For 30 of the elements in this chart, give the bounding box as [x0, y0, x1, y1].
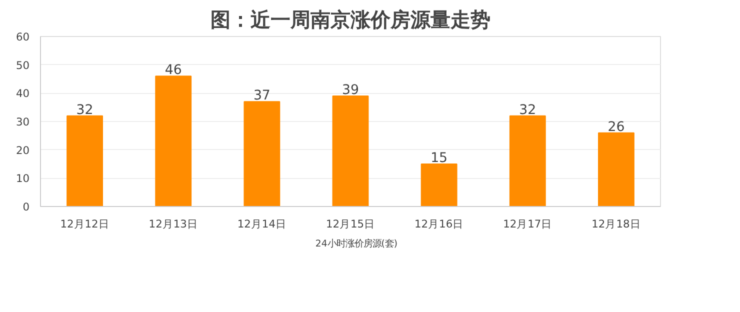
x-tick-label: 12月12日	[60, 218, 110, 230]
text: 24小时涨价房源(套)	[315, 238, 398, 250]
x-tick-label: 12月15日	[326, 218, 376, 230]
y-tick-label: 20	[16, 144, 30, 157]
x-tick-label: 12月18日	[592, 218, 641, 230]
data-label: 32	[76, 102, 94, 118]
bar	[420, 164, 458, 206]
y-tick-label: 10	[16, 172, 30, 186]
x-tick-label: 12月14日	[237, 218, 286, 230]
x-tick-label: 12月17日	[503, 218, 552, 230]
data-label: 26	[608, 120, 625, 135]
y-tick-label: 40	[16, 87, 30, 100]
bar	[66, 115, 103, 206]
y-tick-label: 60	[16, 30, 30, 44]
data-label: 39	[342, 83, 359, 98]
bar	[598, 132, 634, 206]
bar	[244, 101, 280, 206]
x-tick-label: 12月16日	[414, 218, 464, 230]
x-tick-label: 12月13日	[148, 218, 198, 230]
data-label: 15	[430, 151, 448, 166]
data-label: 46	[164, 63, 182, 78]
bar	[332, 96, 369, 206]
y-tick-label: 50	[16, 58, 30, 72]
data-label: 32	[519, 102, 536, 118]
y-tick-label: 0	[22, 200, 30, 214]
bar	[155, 76, 192, 206]
data-label: 37	[253, 88, 270, 104]
y-tick-label: 30	[16, 116, 30, 128]
bar	[509, 115, 546, 206]
chart-title: 图：近一周南京涨价房源量走势	[210, 8, 490, 32]
